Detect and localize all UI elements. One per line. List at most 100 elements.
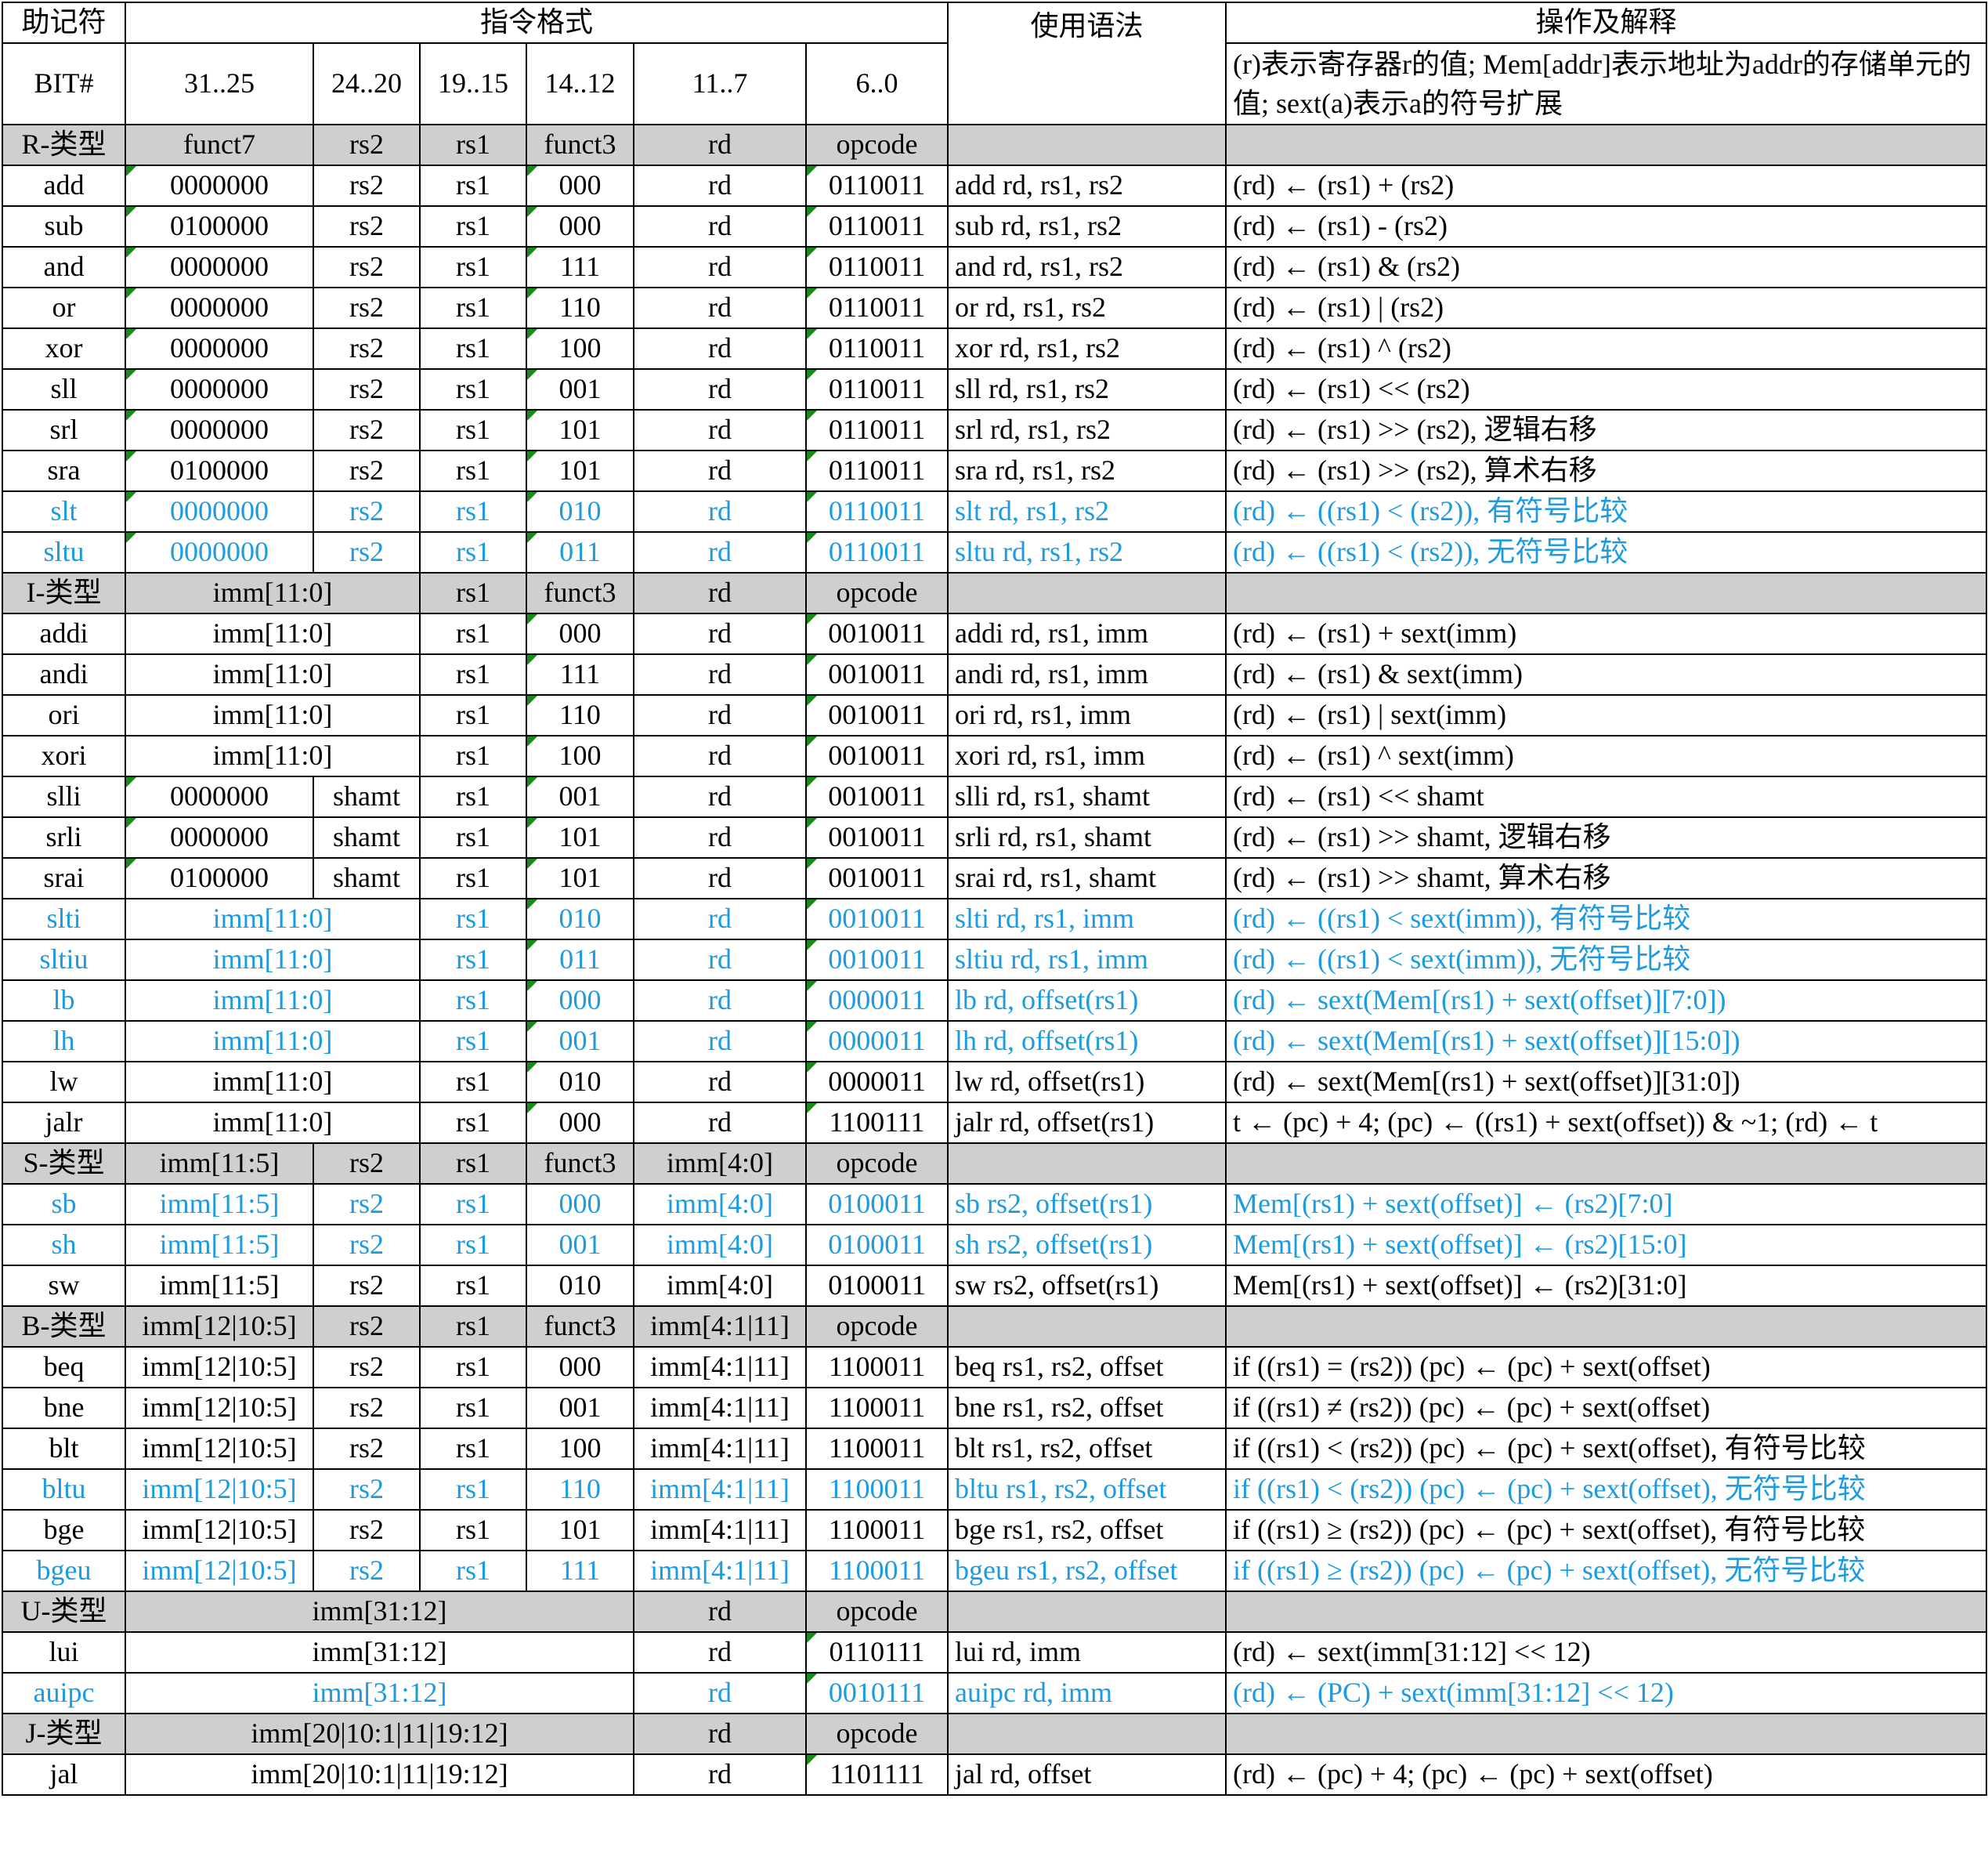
table-cell: rs2 [313,450,421,492]
table-cell: if ((rs1) ≥ (rs2)) (pc) ← (pc) + sext(of… [1225,1550,1988,1592]
table-cell: rd [633,776,807,818]
table-cell: 0000000 [125,246,314,288]
table-cell: (rd) ← (rs1) + sext(imm) [1225,613,1988,655]
mnemonic-cell: bne [2,1387,126,1429]
table-cell: rd [633,328,807,370]
table-cell: add rd, rs1, rs2 [947,165,1227,207]
table-cell: (rd) ← sext(imm[31:12] << 12) [1225,1631,1988,1674]
table-cell: rs2 [313,1224,421,1266]
type-cell: S-类型 [2,1142,126,1185]
instruction-row: sh imm[11:5] rs2 rs1 001 imm[4:0] 0100011 sh rs… [2,1224,1988,1266]
table-cell: 001 [526,1020,634,1062]
table-cell: 1100011 [804,1550,949,1592]
table-cell: if ((rs1) ≥ (rs2)) (pc) ← (pc) + sext(of… [1225,1509,1988,1551]
table-cell: rd [633,1061,807,1103]
table-cell: (rd) ← (rs1) | sext(imm) [1225,694,1988,736]
type-row: B-类型 imm[12|10:5] rs2 rs1 funct3 imm[4:1|11] o… [2,1305,1988,1348]
table-cell: sltiu rd, rs1, imm [947,939,1227,981]
table-cell: 110 [526,287,634,329]
table-cell: (rd) ← (rs1) >> shamt, 算术右移 [1225,857,1988,899]
table-cell: rs1 [419,1509,527,1551]
instruction-row: bltu imm[12|10:5] rs2 rs1 110 imm[4:1|11] 1100… [2,1468,1988,1511]
table-cell: 010 [526,1061,634,1103]
table-cell: 0010011 [804,857,949,899]
table-cell: rs1 [419,613,527,655]
table-cell: imm[4:0] [633,1224,807,1266]
table-cell: Mem[(rs1) + sext(offset)] ← (rs2)[31:0] [1225,1265,1988,1307]
bits-31-25: 31..25 [125,42,314,125]
table-cell: sb rs2, offset(rs1) [947,1183,1227,1225]
mnemonic-cell: beq [2,1346,126,1388]
table-cell: rs2 [313,409,421,451]
table-cell: rd [633,653,807,696]
table-cell: (rd) ← (rs1) >> (rs2), 逻辑右移 [1225,409,1988,451]
table-cell: (rd) ← (rs1) ^ sext(imm) [1225,735,1988,777]
type-cell [947,1142,1227,1185]
table-cell: 0110011 [804,205,949,248]
table-cell: auipc rd, imm [947,1672,1227,1714]
table-cell: 0110011 [804,287,949,329]
table-cell: srai rd, rs1, shamt [947,857,1227,899]
table-cell: if ((rs1) < (rs2)) (pc) ← (pc) + sext(of… [1225,1468,1988,1511]
mnemonic-cell: srai [2,857,126,899]
table-cell: imm[4:0] [633,1183,807,1225]
table-cell: 101 [526,816,634,859]
mnemonic-cell: jal [2,1753,126,1796]
table-cell: 111 [526,653,634,696]
table-cell: (rd) ← (rs1) + (rs2) [1225,165,1988,207]
table-cell: 0000000 [125,490,314,533]
table-cell: rd [633,287,807,329]
table-cell: rs2 [313,1509,421,1551]
type-cell: J-类型 [2,1713,126,1755]
table-cell: rs1 [419,816,527,859]
operation-header: 操作及解释 [1225,2,1988,44]
mnemonic-cell: xori [2,735,126,777]
table-cell: beq rs1, rs2, offset [947,1346,1227,1388]
instruction-row: lui imm[31:12] rd 0110111 lui rd, imm (rd) ← … [2,1631,1988,1674]
type-cell: rs1 [419,572,527,614]
mnemonic-cell: lw [2,1061,126,1103]
table-cell: 011 [526,939,634,981]
table-cell: rs1 [419,1102,527,1144]
table-cell: 000 [526,205,634,248]
table-cell: 0010011 [804,613,949,655]
mnemonic-cell: srli [2,816,126,859]
table-cell: rs1 [419,450,527,492]
table-cell: rs1 [419,694,527,736]
mnemonic-cell: srl [2,409,126,451]
mnemonic-cell: auipc [2,1672,126,1714]
table-cell: rs1 [419,979,527,1022]
type-cell: imm[31:12] [125,1591,634,1633]
type-cell: funct3 [526,124,634,166]
table-cell: and rd, rs1, rs2 [947,246,1227,288]
riscv-instruction-table: 助记符 指令格式 使用语法 操作及解释 BIT# 31..25 24..20 1… [2,2,1988,1796]
mnemonic-cell: sll [2,368,126,411]
table-cell: 0110011 [804,165,949,207]
table-cell: rs1 [419,898,527,940]
table-cell: shamt [313,857,421,899]
table-cell: imm[4:1|11] [633,1428,807,1470]
mnemonic-cell: bge [2,1509,126,1551]
table-cell: 000 [526,979,634,1022]
type-cell: U-类型 [2,1591,126,1633]
table-cell: 100 [526,735,634,777]
table-cell: 110 [526,1468,634,1511]
type-cell [1225,1142,1988,1185]
table-cell: 100 [526,328,634,370]
table-cell: rd [633,490,807,533]
instruction-row: bne imm[12|10:5] rs2 rs1 001 imm[4:1|11] 11000… [2,1387,1988,1429]
type-cell: rs2 [313,1305,421,1348]
table-cell: imm[31:12] [125,1672,634,1714]
table-cell: 1101111 [804,1753,949,1796]
table-cell: 0000000 [125,368,314,411]
instruction-row: blt imm[12|10:5] rs2 rs1 100 imm[4:1|11] 11000… [2,1428,1988,1470]
table-cell: rd [633,694,807,736]
type-row: U-类型 imm[31:12] rd opcode [2,1591,1988,1633]
table-cell: jal rd, offset [947,1753,1227,1796]
table-cell: (rd) ← sext(Mem[(rs1) + sext(offset)][7:… [1225,979,1988,1022]
table-cell: lb rd, offset(rs1) [947,979,1227,1022]
